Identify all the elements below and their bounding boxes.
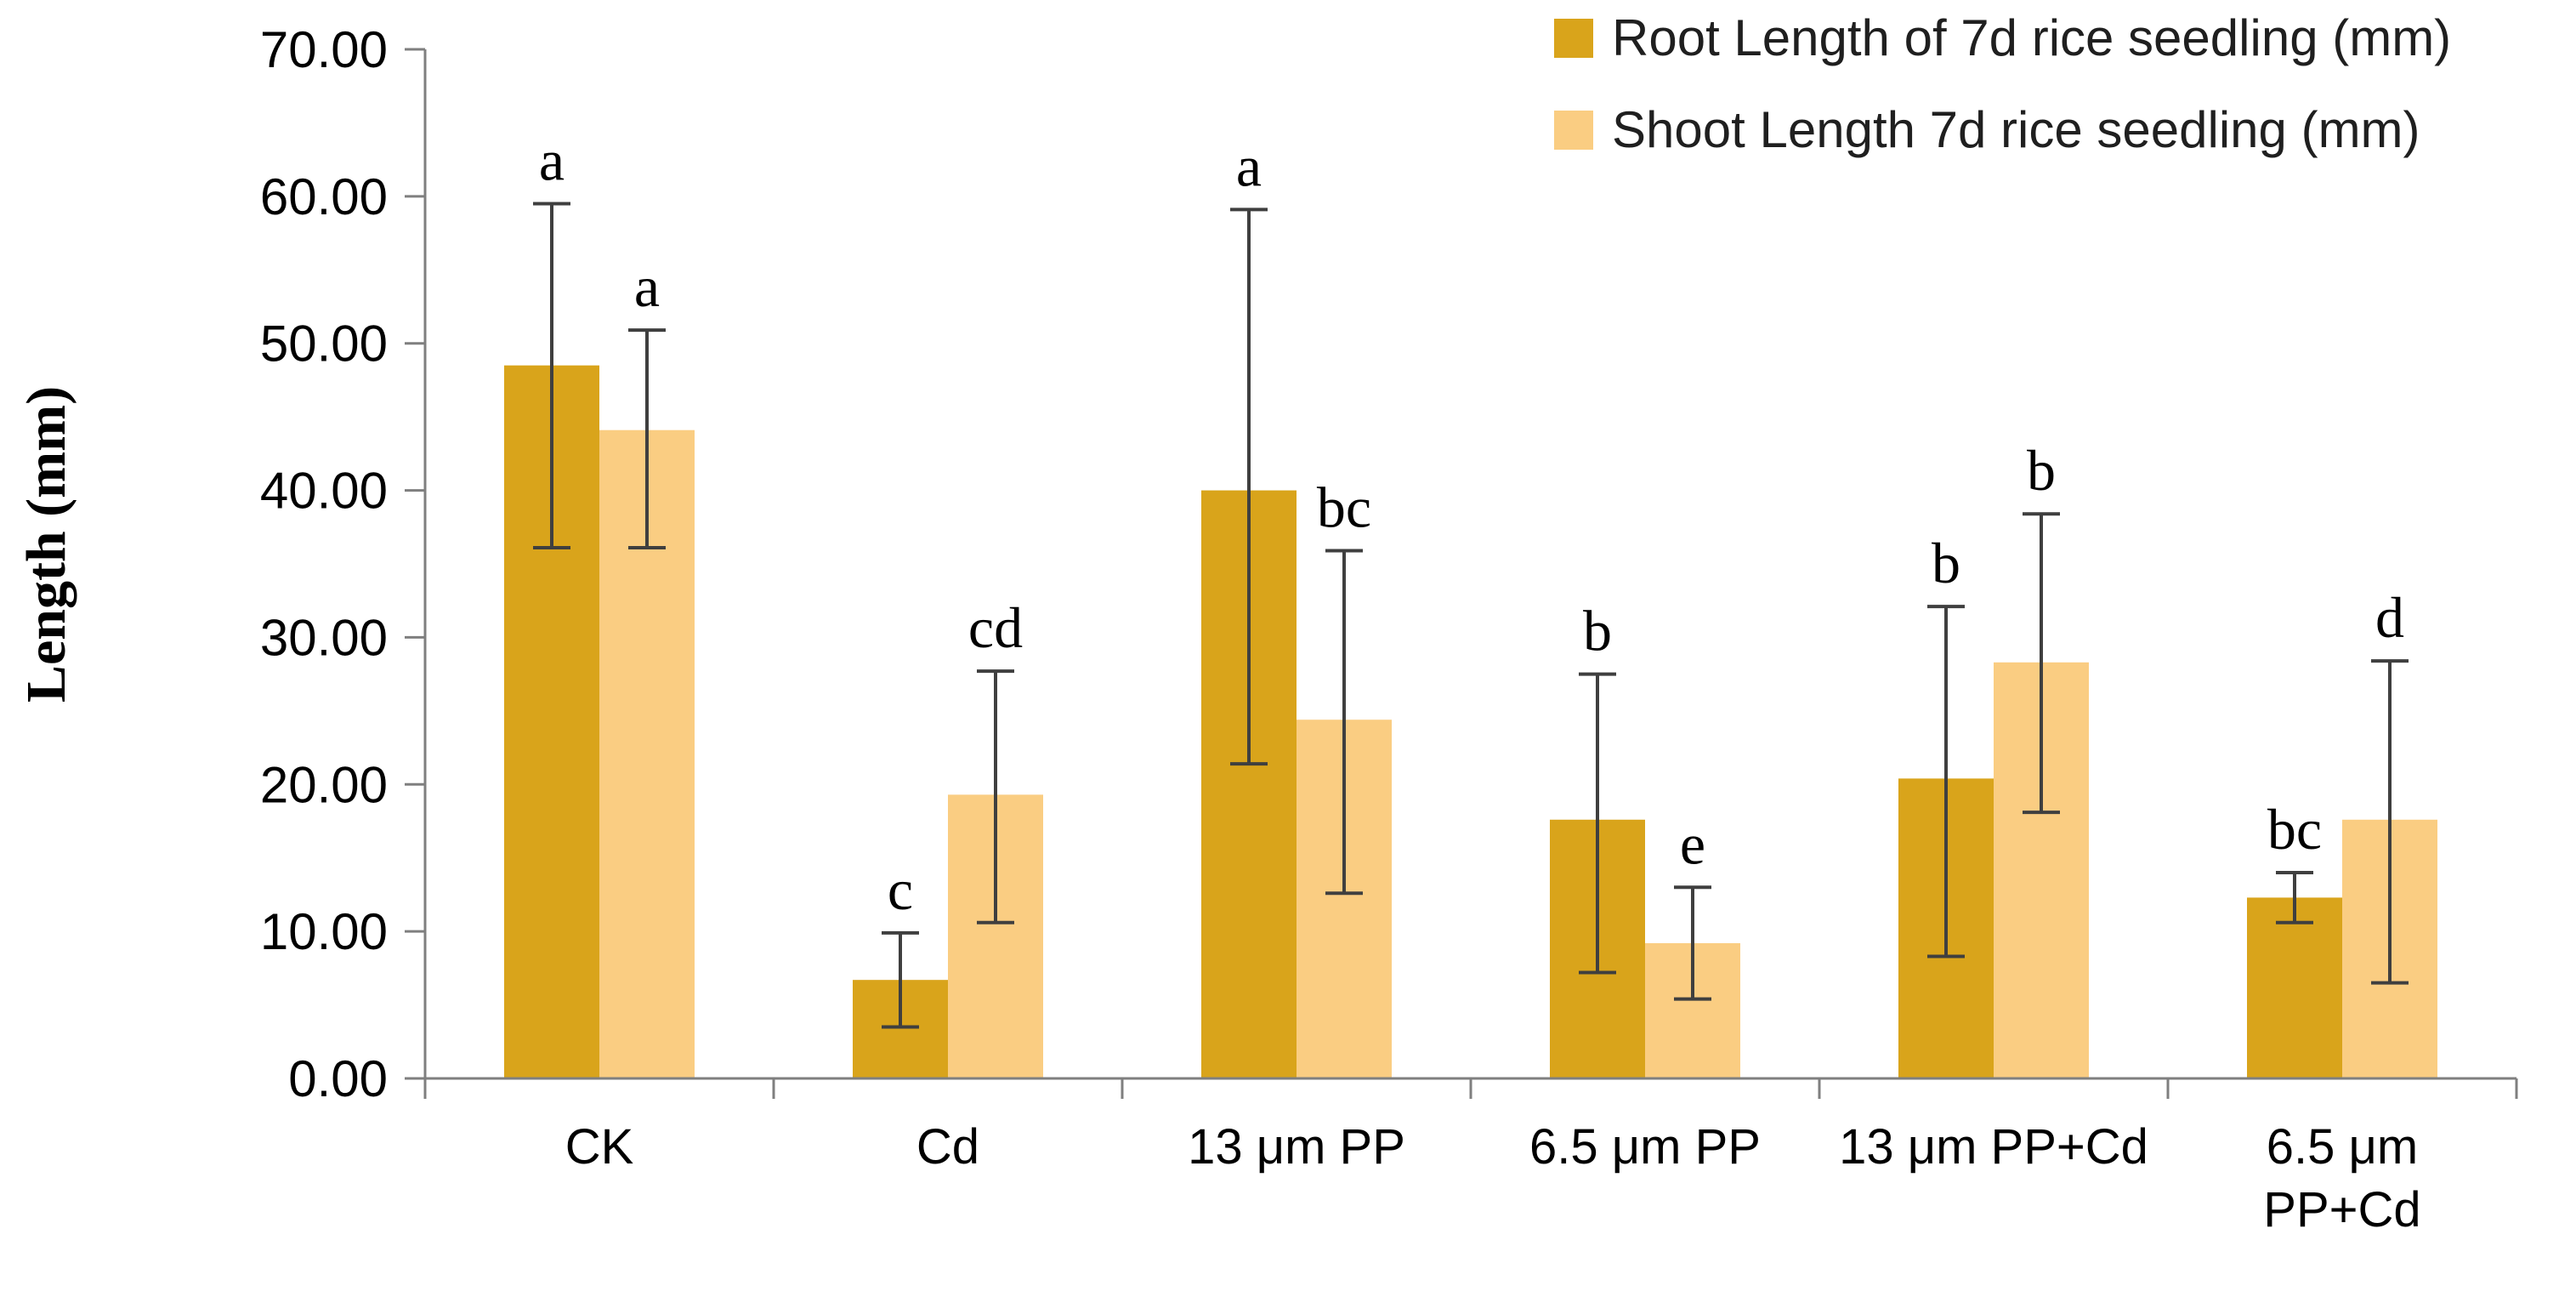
y-tick-label: 40.00 bbox=[260, 463, 388, 520]
legend: Root Length of 7d rice seedling (mm) Sho… bbox=[1554, 10, 2451, 158]
y-tick-label: 20.00 bbox=[260, 756, 388, 813]
x-category-label: 13 μm PP bbox=[1188, 1119, 1405, 1175]
significance-letter: bc bbox=[1317, 475, 1371, 539]
significance-letter: c bbox=[888, 857, 913, 922]
significance-letter: a bbox=[539, 128, 565, 193]
y-axis-title: Length (mm) bbox=[15, 385, 77, 703]
legend-item-root-series: Root Length of 7d rice seedling (mm) bbox=[1554, 10, 2451, 66]
legend-label-root-series: Root Length of 7d rice seedling (mm) bbox=[1612, 9, 2452, 66]
significance-letter: b bbox=[2027, 438, 2056, 503]
significance-letter: b bbox=[1583, 599, 1612, 663]
significance-letter: a bbox=[1236, 134, 1262, 198]
y-tick-label: 60.00 bbox=[260, 168, 388, 225]
significance-letter: cd bbox=[968, 595, 1023, 660]
significance-letter: d bbox=[2375, 585, 2404, 650]
y-tick-label: 30.00 bbox=[260, 609, 388, 666]
x-category-label: Cd bbox=[916, 1119, 979, 1175]
x-category-label: 6.5 μm PP bbox=[1529, 1119, 1761, 1175]
y-tick-label: 70.00 bbox=[260, 21, 388, 78]
x-category-label: PP+Cd bbox=[2263, 1182, 2420, 1237]
legend-swatch-root-series bbox=[1554, 19, 1593, 58]
x-category-label: 6.5 μm bbox=[2267, 1119, 2418, 1175]
x-category-label: 13 μm PP+Cd bbox=[1839, 1119, 2148, 1175]
legend-item-shoot-series: Shoot Length 7d rice seedling (mm) bbox=[1554, 102, 2451, 158]
significance-letter: bc bbox=[2267, 797, 2322, 862]
significance-letter: a bbox=[634, 254, 660, 319]
y-tick-label: 50.00 bbox=[260, 316, 388, 373]
y-tick-label: 0.00 bbox=[288, 1050, 388, 1107]
x-category-label: CK bbox=[565, 1119, 634, 1175]
bar-series0-cat5 bbox=[2247, 897, 2342, 1078]
significance-letter: e bbox=[1680, 811, 1705, 876]
significance-letter: b bbox=[1932, 531, 1960, 595]
legend-swatch-shoot-series bbox=[1554, 111, 1593, 150]
legend-label-shoot-series: Shoot Length 7d rice seedling (mm) bbox=[1612, 101, 2420, 158]
y-tick-label: 10.00 bbox=[260, 903, 388, 960]
